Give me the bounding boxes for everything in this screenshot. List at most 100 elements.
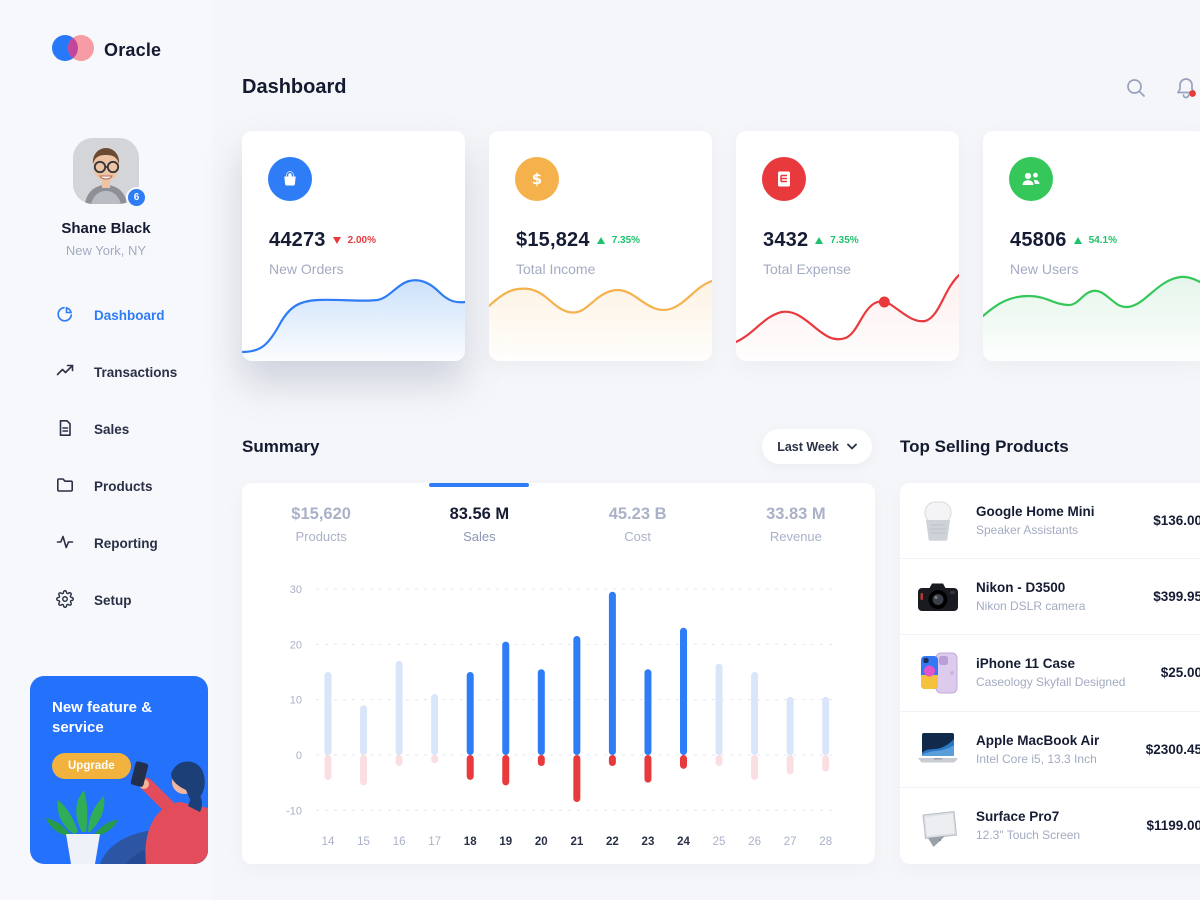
svg-text:22: 22 — [606, 836, 619, 848]
product-name: iPhone 11 Case — [976, 656, 1076, 672]
svg-text:26: 26 — [748, 836, 761, 848]
search-icon[interactable] — [1124, 76, 1148, 100]
product-subtitle: Intel Core i5, 13.3 Inch — [976, 751, 1097, 766]
sidebar-nav: Dashboard Transactions Sales Products Re… — [56, 303, 177, 645]
stat-label: New Orders — [269, 261, 344, 277]
active-tab-indicator — [429, 483, 530, 487]
stat-card-total-income[interactable]: $ $15,824 7.35% Total Income — [489, 131, 712, 361]
svg-text:21: 21 — [570, 836, 583, 848]
stat-sparkline — [489, 279, 712, 361]
summary-tab-sales[interactable]: 83.56 M Sales — [449, 505, 510, 544]
stat-label: New Users — [1010, 261, 1079, 277]
svg-text:28: 28 — [819, 836, 832, 848]
summary-card: $15,620 Products 83.56 M Sales 45.23 B C… — [242, 483, 875, 864]
svg-text:23: 23 — [642, 836, 655, 848]
product-price: $136.00 — [1153, 513, 1200, 529]
summary-tab-revenue[interactable]: 33.83 M Revenue — [766, 505, 826, 544]
sidebar-item-reporting[interactable]: Reporting — [56, 531, 177, 555]
product-price: $1199.00 — [1146, 818, 1200, 834]
google-home-image — [914, 497, 962, 545]
receipt-icon — [762, 157, 806, 201]
stat-delta: 54.1% — [1088, 235, 1117, 246]
promo-illustration — [46, 761, 208, 864]
summary-section-title: Summary — [242, 437, 320, 456]
product-name: Apple MacBook Air — [976, 732, 1100, 748]
svg-text:20: 20 — [290, 639, 302, 651]
sidebar-item-products[interactable]: Products — [56, 474, 177, 498]
period-dropdown[interactable]: Last Week — [762, 429, 872, 464]
product-price: $2300.45 — [1145, 741, 1200, 757]
svg-text:20: 20 — [535, 836, 548, 848]
product-subtitle: Caseology Skyfall Designed — [976, 675, 1126, 690]
summary-tab-cost[interactable]: 45.23 B Cost — [608, 505, 667, 544]
product-subtitle: Nikon DSLR camera — [976, 599, 1086, 614]
sidebar-item-setup[interactable]: Setup — [56, 588, 177, 612]
stat-card-new-orders[interactable]: 44273 2.00% New Orders — [242, 131, 465, 361]
top-selling-products-card: Google Home Mini Speaker Assistants $136… — [900, 483, 1200, 864]
dollar-icon: $ — [515, 157, 559, 201]
stat-card-total-expense[interactable]: 3432 7.35% Total Expense — [736, 131, 959, 361]
summary-tab-products[interactable]: $15,620 Products — [291, 505, 351, 544]
avatar[interactable] — [73, 138, 139, 204]
svg-text:19: 19 — [499, 836, 512, 848]
summary-tabs: $15,620 Products 83.56 M Sales 45.23 B C… — [242, 483, 875, 559]
notifications-bell-icon[interactable] — [1174, 76, 1198, 100]
sidebar: Oracle 6 Shane Black New Yo — [0, 0, 212, 900]
product-price: $399.95 — [1153, 589, 1200, 605]
svg-text:0: 0 — [296, 750, 302, 762]
product-price: $25.00 — [1160, 665, 1200, 681]
product-list-item[interactable]: Surface Pro7 12.3" Touch Screen $1199.00 — [900, 788, 1200, 864]
product-subtitle: Speaker Assistants — [976, 523, 1079, 538]
svg-text:16: 16 — [393, 836, 406, 848]
user-name: Shane Black — [61, 220, 151, 237]
stat-value: 3432 — [763, 229, 809, 251]
iphone-case-image — [914, 649, 962, 697]
sidebar-item-dashboard[interactable]: Dashboard — [56, 303, 177, 327]
stat-value: 45806 — [1010, 229, 1067, 251]
stat-delta: 7.35% — [830, 235, 859, 246]
sidebar-item-sales[interactable]: Sales — [56, 417, 177, 441]
stat-cards-row: 44273 2.00% New Orders $ $15,824 7.35% Total I… — [242, 131, 1200, 361]
svg-text:17: 17 — [428, 836, 441, 848]
svg-text:30: 30 — [290, 584, 302, 596]
page-title: Dashboard — [242, 76, 347, 98]
product-list-item[interactable]: iPhone 11 Case Caseology Skyfall Designe… — [900, 635, 1200, 712]
stat-value: 44273 — [269, 229, 326, 251]
brand-name: Oracle — [104, 40, 162, 60]
main-content: Dashboard 44273 2.00% New Orders $ $15,824 7.… — [212, 0, 1200, 900]
summary-bar-chart: 30 20 10 0 -10 14 15 16 17 18 19 20 21 22 23 24 25 26 27 28 — [266, 571, 851, 862]
gear-icon — [56, 589, 74, 611]
stat-sparkline — [736, 273, 959, 361]
product-name: Google Home Mini — [976, 504, 1095, 520]
arrow-up-icon — [1073, 237, 1082, 244]
arrow-up-icon — [815, 237, 824, 244]
arrow-up-icon — [596, 237, 605, 244]
svg-text:25: 25 — [713, 836, 726, 848]
svg-text:10: 10 — [290, 695, 302, 707]
svg-text:27: 27 — [784, 836, 797, 848]
stat-card-new-users[interactable]: 45806 54.1% New Users — [983, 131, 1200, 361]
nikon-camera-image — [914, 573, 962, 621]
sidebar-item-transactions[interactable]: Transactions — [56, 360, 177, 384]
svg-text:24: 24 — [677, 836, 690, 848]
activity-icon — [56, 533, 74, 554]
surface-image — [914, 802, 962, 850]
stat-label: Total Income — [516, 261, 596, 277]
stat-label: Total Expense — [763, 261, 851, 277]
arrow-down-icon — [332, 237, 341, 244]
chevron-down-icon — [846, 443, 857, 450]
promo-card: New feature & service Upgrade — [30, 676, 208, 864]
basket-icon — [268, 157, 312, 201]
document-icon — [56, 419, 74, 440]
product-name: Nikon - D3500 — [976, 580, 1066, 596]
svg-text:$: $ — [532, 170, 542, 188]
brand-logo-icon — [52, 34, 94, 67]
product-list-item[interactable]: Google Home Mini Speaker Assistants $136… — [900, 483, 1200, 560]
folder-icon — [56, 476, 74, 497]
stat-delta: 7.35% — [611, 235, 641, 246]
product-list-item[interactable]: Apple MacBook Air Intel Core i5, 13.3 In… — [900, 712, 1200, 788]
product-list-item[interactable]: Nikon - D3500 Nikon DSLR camera $399.95 — [900, 559, 1200, 636]
svg-text:15: 15 — [357, 836, 370, 848]
upgrade-button[interactable]: Upgrade — [52, 752, 131, 779]
svg-text:14: 14 — [322, 836, 335, 848]
